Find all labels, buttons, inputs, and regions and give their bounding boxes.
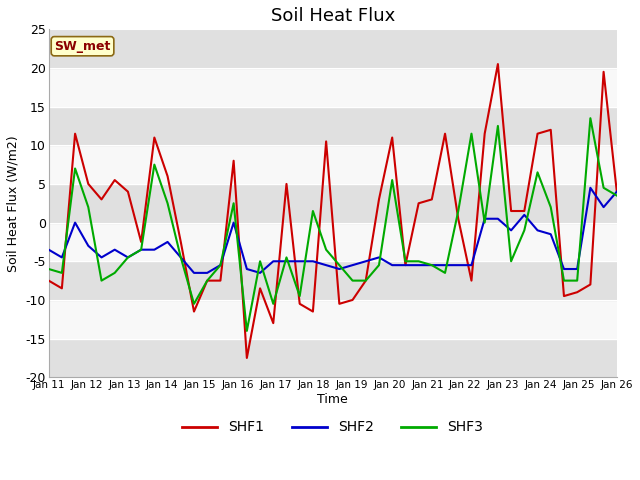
- Bar: [49, 300, 617, 338]
- Legend: SHF1, SHF2, SHF3: SHF1, SHF2, SHF3: [177, 415, 489, 440]
- Title: Soil Heat Flux: Soil Heat Flux: [271, 7, 395, 25]
- Bar: [49, 145, 617, 184]
- Bar: [49, 223, 617, 261]
- Bar: [49, 29, 617, 68]
- Bar: [49, 184, 617, 223]
- Bar: [49, 107, 617, 145]
- X-axis label: Time: Time: [317, 393, 348, 406]
- Text: SW_met: SW_met: [54, 40, 111, 53]
- Y-axis label: Soil Heat Flux (W/m2): Soil Heat Flux (W/m2): [7, 135, 20, 272]
- Bar: [49, 261, 617, 300]
- Bar: [49, 68, 617, 107]
- Bar: [49, 338, 617, 377]
